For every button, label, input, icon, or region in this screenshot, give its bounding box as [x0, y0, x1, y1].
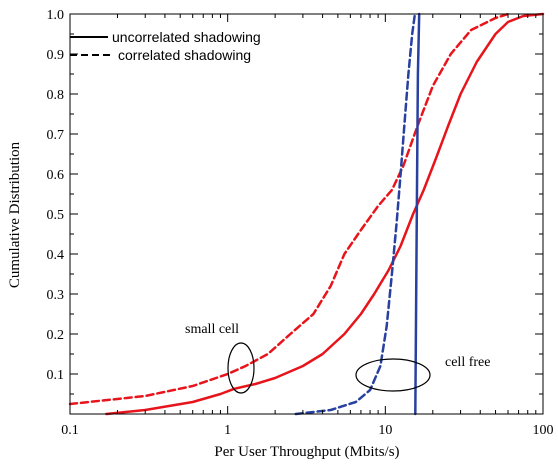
legend-uncorrelated-label: uncorrelated shadowing: [112, 29, 261, 45]
y-tick-label: 0.6: [47, 168, 65, 183]
y-tick-label: 0.7: [47, 128, 65, 143]
y-tick-label: 0.5: [47, 208, 65, 223]
y-tick-label: 0.9: [47, 48, 65, 63]
legend-correlated-label: correlated shadowing: [118, 47, 251, 63]
y-tick-label: 0.4: [47, 248, 65, 263]
series-cell-free-uncorrelated: [414, 12, 421, 416]
annotations: small cell cell free: [185, 322, 490, 394]
series-small-cell-uncorrelated: [105, 12, 545, 416]
series-cell-free-correlated: [294, 12, 417, 416]
annotation-cell-free: cell free: [445, 355, 490, 370]
legend: uncorrelated shadowing correlated shadow…: [70, 29, 261, 63]
axis-ticks: 0.1 1 10 100 0.1 0.2 0.3 0.4 0.5 0.6 0.7 0.8 0.9 1.0: [47, 8, 554, 438]
small-cell-ellipse: [227, 342, 255, 394]
x-tick-label: 0.1: [61, 423, 79, 438]
plot-series: [68, 12, 545, 416]
y-tick-label: 1.0: [47, 8, 65, 23]
x-tick-label: 1: [224, 423, 231, 438]
x-axis-label: Per User Throughput (Mbits/s): [214, 444, 399, 460]
y-tick-label: 0.1: [47, 368, 65, 383]
y-tick-label: 0.2: [47, 328, 65, 343]
cell-free-ellipse: [355, 358, 431, 392]
x-tick-label: 100: [533, 423, 554, 438]
y-axis-label: Cumulative Distribution: [7, 141, 23, 288]
series-small-cell-correlated: [68, 12, 510, 406]
x-tick-label: 10: [378, 423, 392, 438]
y-tick-label: 0.3: [47, 288, 65, 303]
annotation-small-cell: small cell: [185, 322, 239, 337]
y-tick-label: 0.8: [47, 88, 65, 103]
